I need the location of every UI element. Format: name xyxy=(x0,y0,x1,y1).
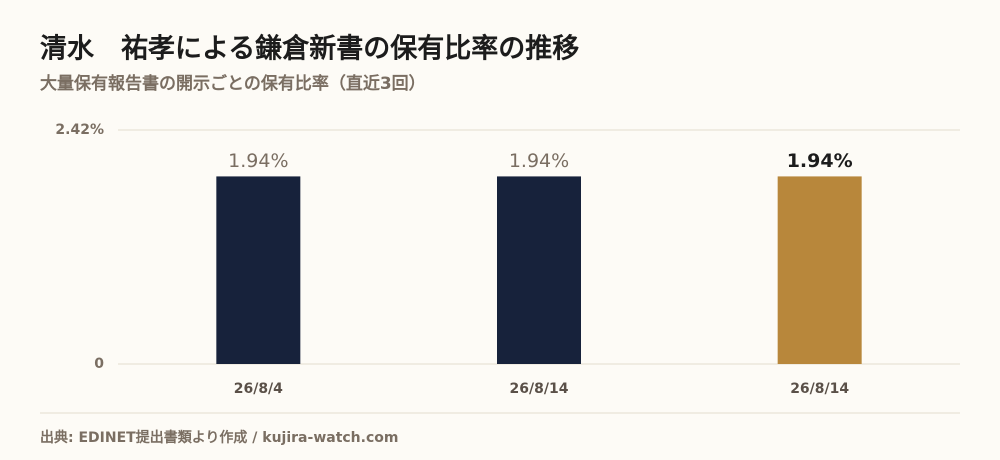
source-note: 出典: EDINET提出書類より作成 / kujira-watch.com xyxy=(40,429,398,446)
y-tick-label: 0 xyxy=(94,356,104,372)
chart-subtitle: 大量保有報告書の開示ごとの保有比率（直近3回） xyxy=(40,73,426,94)
bar xyxy=(777,176,862,364)
value-label: 1.94% xyxy=(787,150,853,172)
bar xyxy=(497,176,581,364)
bar xyxy=(216,176,301,364)
x-tick-label: 26/8/14 xyxy=(510,381,569,397)
x-tick-label: 26/8/14 xyxy=(790,381,849,397)
x-tick-label: 26/8/4 xyxy=(234,381,283,397)
y-tick-label: 2.42% xyxy=(55,122,104,138)
value-label: 1.94% xyxy=(509,150,569,172)
chart-title: 清水 祐孝による鎌倉新書の保有比率の推移 xyxy=(40,33,579,65)
value-label: 1.94% xyxy=(228,150,288,172)
